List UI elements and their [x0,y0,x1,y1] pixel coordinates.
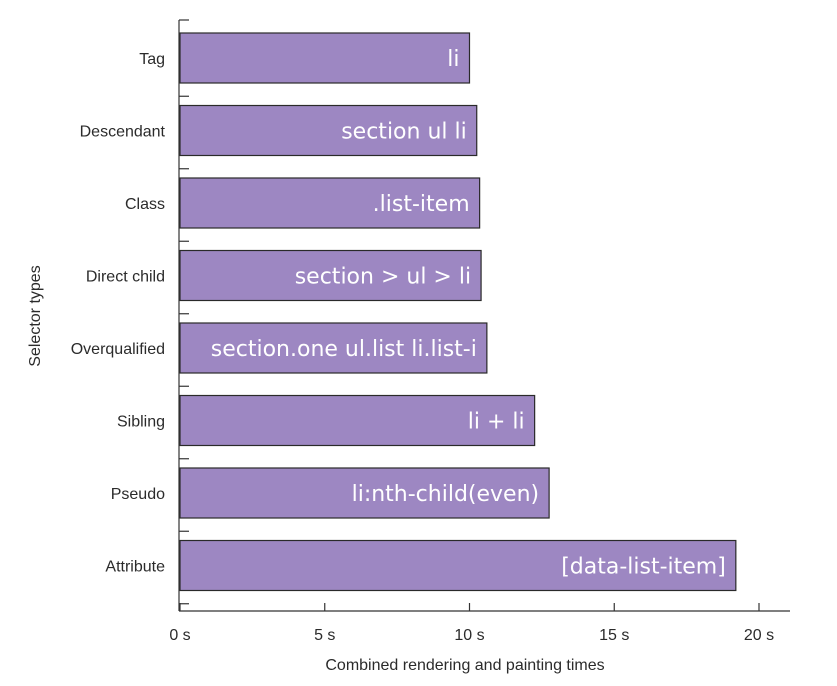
category-label: Direct child [86,269,165,286]
x-tick-label: 0 s [169,627,190,644]
bar-value-label: section > ul > li [295,265,471,290]
bar-direct-child [179,249,482,302]
category-label: Class [125,196,165,213]
bar-value-label: section ul li [341,120,467,145]
category-label: Descendant [80,124,166,141]
category-label: Tag [139,51,165,68]
x-tick-label: 5 s [314,627,335,644]
category-label: Sibling [117,414,165,431]
bar-pseudo [179,467,550,519]
axes [178,20,790,612]
x-tick-label: 10 s [454,627,484,644]
category-label: Attribute [105,559,165,576]
bar-value-label: li + li [468,410,525,435]
bar-value-label: li [447,47,459,72]
bar-class [179,177,481,229]
bar-value-label: .list-item [373,192,470,217]
bar-value-label: li:nth-child(even) [352,482,540,507]
bar-descendant [179,104,478,157]
bar-value-label: [data-list-item] [561,555,726,580]
x-tick-label: 20 s [744,627,774,644]
category-label: Overqualified [71,341,165,358]
category-label: Pseudo [111,486,165,503]
y-axis-ticks [179,19,189,605]
bars-group: li section ul li .list-item section > ul > … [179,32,737,592]
bar-overqualified [179,322,488,374]
x-axis-title: Combined rendering and painting times [325,657,604,674]
x-axis-ticks: 0 s 5 s 10 s 15 s 20 s [169,603,774,644]
x-tick-label: 15 s [599,627,629,644]
bar-sibling [179,394,536,447]
bar-value-label: section.one ul.list li.list-i [211,337,477,362]
category-labels: Tag Descendant Class Direct child Overqualif… [71,51,166,576]
bar-tag [179,32,471,84]
bar-attribute [179,539,737,592]
y-axis-title: Selector types [27,265,44,366]
